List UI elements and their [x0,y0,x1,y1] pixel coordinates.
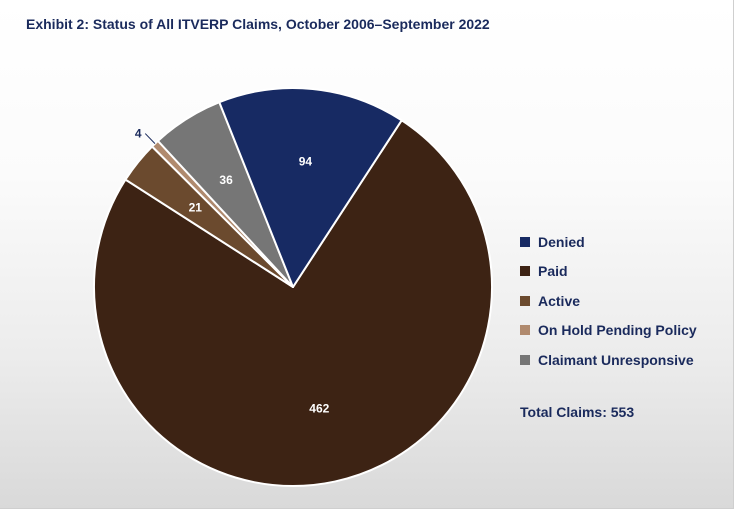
slice-label-paid: 462 [309,402,329,416]
chart-frame: Exhibit 2: Status of All ITVERP Claims, … [0,0,734,509]
legend-swatch [520,295,530,306]
legend-swatch [520,325,530,336]
legend-label: Active [538,292,581,309]
slice-label-on-hold-pending-policy: 4 [135,127,142,141]
chart-title: Exhibit 2: Status of All ITVERP Claims, … [26,16,490,32]
pie-slices [93,87,493,487]
pie-slice-paid [93,119,493,487]
pie-labels: 462 21 4 36 94 [135,127,330,416]
legend-label: Paid [538,263,568,280]
legend-swatch [520,236,530,247]
total-claims: Total Claims: 553 [520,404,635,420]
legend-label: Denied [538,233,585,250]
slice-label-claimant-unresponsive: 36 [219,173,233,187]
leader-line-on-hold-pending-policy [144,133,156,145]
legend-item-denied: Denied [520,227,697,257]
legend-item-active: Active [520,286,697,316]
legend-item-on-hold-pending-policy: On Hold Pending Policy [520,316,697,346]
slice-label-denied: 94 [299,154,313,168]
legend-swatch [520,266,530,277]
legend-label: Claimant Unresponsive [538,351,694,368]
pie-chart: 462 21 4 36 94 [93,87,493,487]
chart-legend: Denied Paid Active On Hold Pending Policy Cl… [520,227,697,375]
slice-label-active: 21 [189,201,203,215]
legend-item-paid: Paid [520,257,697,287]
legend-swatch [520,354,530,365]
pie-slice-denied [218,87,403,288]
legend-label: On Hold Pending Policy [538,322,697,339]
legend-item-claimant-unresponsive: Claimant Unresponsive [520,345,697,375]
